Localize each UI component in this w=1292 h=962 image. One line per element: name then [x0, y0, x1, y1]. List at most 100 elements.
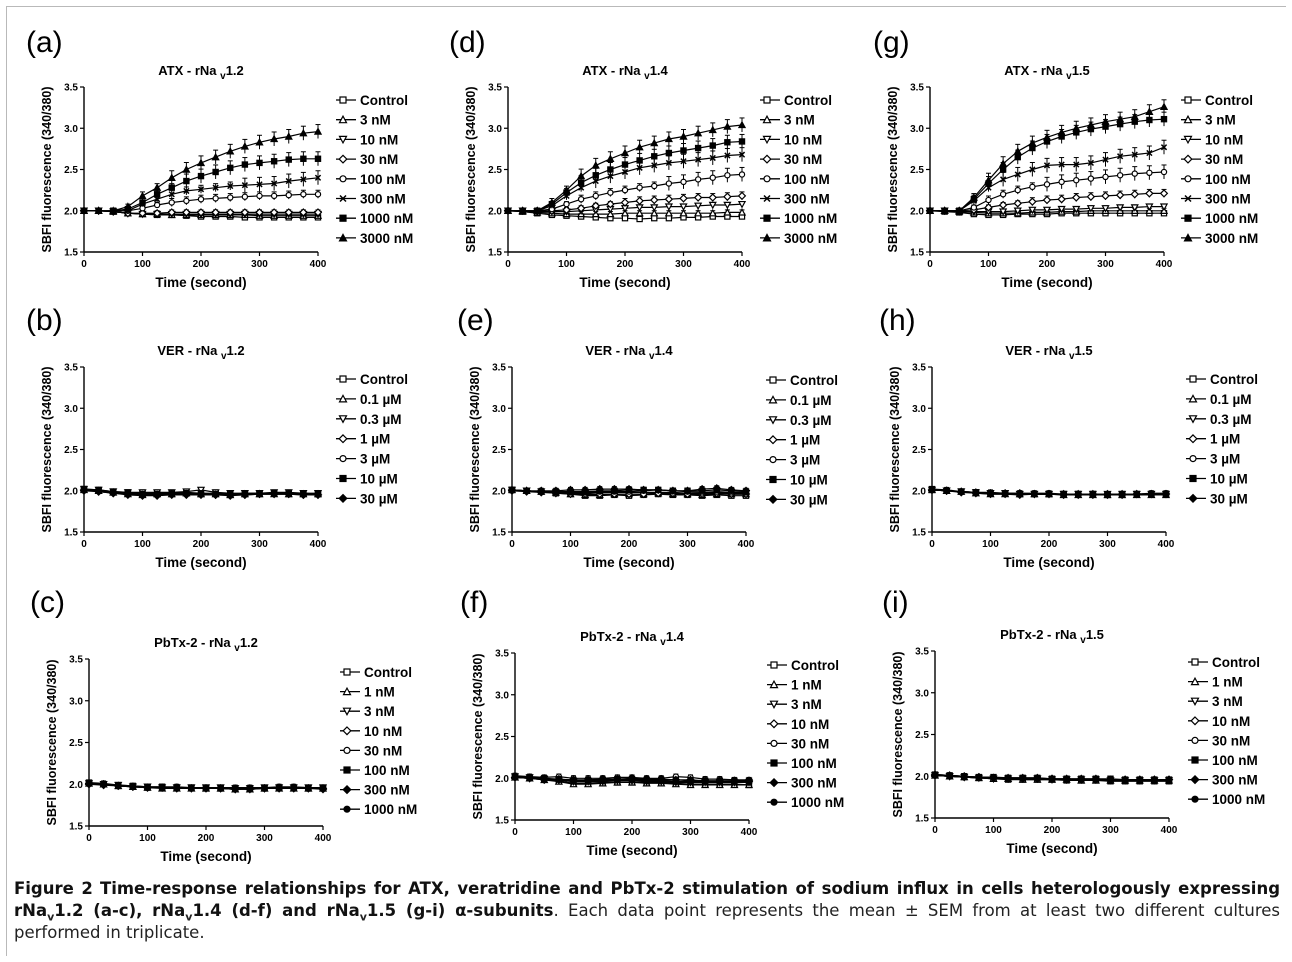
chart-title: PbTx-2 - rNa v1.4	[580, 629, 685, 648]
data-point	[738, 151, 746, 158]
data-point	[580, 485, 590, 495]
data-point	[665, 159, 673, 167]
data-point	[591, 161, 600, 169]
x-tick-label: 0	[509, 539, 515, 550]
legend-entry: 0.1 µM	[336, 392, 402, 407]
data-point	[211, 490, 220, 500]
legend-marker	[770, 739, 778, 748]
y-tick-label: 2.5	[64, 445, 78, 456]
legend-entry: Control	[1188, 655, 1260, 670]
legend-entry: 0.1 µM	[1186, 392, 1252, 407]
data-point	[1116, 204, 1125, 212]
data-point	[196, 489, 206, 499]
data-point	[1042, 195, 1052, 205]
data-point	[1136, 776, 1143, 783]
y-tick-label: 2.5	[912, 445, 926, 456]
x-axis-label: Time (second)	[586, 843, 677, 858]
legend-label: 30 nM	[360, 152, 398, 167]
data-point	[1101, 191, 1110, 201]
panel-label: (h)	[879, 304, 916, 337]
legend-marker	[763, 96, 771, 104]
legend-entry: 300 nM	[336, 192, 406, 207]
chart-title-subscript: v	[644, 71, 650, 82]
data-point	[942, 486, 951, 495]
legend-entry: 300 nM	[760, 192, 830, 207]
legend-entry: 100 nM	[767, 756, 837, 771]
data-point	[109, 206, 118, 214]
data-point	[153, 183, 162, 191]
chart-title-suffix: 1.4	[650, 63, 669, 78]
data-point	[212, 168, 219, 176]
data-point	[1115, 190, 1125, 200]
chart-title-main: VER - rNa	[1005, 343, 1069, 358]
data-point	[731, 779, 738, 786]
data-point	[202, 785, 210, 792]
legend-marker	[1188, 434, 1198, 444]
data-point	[592, 172, 599, 179]
data-point	[650, 204, 659, 212]
data-point	[1160, 168, 1168, 176]
x-tick-label: 0	[932, 825, 938, 836]
caption-title-part2: 1.2 (a-c), rNa	[54, 901, 186, 920]
x-tick-label: 200	[1039, 259, 1056, 270]
data-point	[299, 128, 308, 137]
data-point	[1132, 489, 1141, 499]
y-tick-label: 1.5	[69, 822, 83, 833]
legend-entry: 1000 nM	[767, 795, 844, 810]
legend-entry: 3 nM	[340, 704, 395, 719]
legend-label: 30 nM	[784, 152, 822, 167]
y-tick-label: 1.5	[495, 816, 509, 827]
data-point	[152, 490, 162, 500]
data-point	[712, 484, 721, 493]
chart-panel-7: (c) PbTx-2 - rNa v1.2 1.5 2.0 2.5 3.0 3.5 0 100 2…	[30, 586, 417, 864]
data-point	[599, 777, 606, 784]
legend-entry: 1 nM	[340, 685, 395, 700]
chart-title: VER - rNa v1.4	[585, 343, 673, 362]
data-point-stroke-b	[1014, 171, 1021, 178]
legend-marker	[1184, 214, 1192, 222]
data-point	[624, 484, 634, 494]
legend-marker	[762, 154, 772, 164]
data-point	[1116, 172, 1124, 179]
data-point	[79, 206, 89, 214]
data-point-stroke-b	[1116, 153, 1124, 160]
data-point	[636, 157, 643, 164]
data-point	[738, 171, 746, 178]
series-6	[80, 170, 322, 214]
legend-label: 3 nM	[1205, 113, 1236, 128]
caption-title-part4: 1.5 (g-i) α-subunits	[366, 901, 554, 920]
data-point-stroke-b	[1073, 161, 1080, 168]
caption-sub-1: v	[47, 910, 55, 924]
y-tick-label: 3.0	[912, 404, 926, 415]
data-point	[1063, 776, 1070, 783]
data-point	[1160, 115, 1168, 123]
data-point	[299, 490, 308, 500]
data-point	[305, 785, 312, 792]
legend-label: 0.3 µM	[790, 413, 832, 428]
panel-label: (d)	[449, 26, 486, 59]
data-point	[1103, 489, 1112, 499]
data-point	[129, 783, 137, 790]
data-point	[1028, 138, 1037, 147]
legend-marker	[1189, 375, 1197, 383]
caption-title-part1: Time-response relationships for ATX, ver…	[14, 879, 1281, 920]
legend-label: 100 nM	[364, 763, 410, 778]
legend-entry: 3 nM	[336, 113, 391, 128]
data-point	[621, 168, 629, 176]
data-point	[518, 206, 527, 214]
data-point	[1013, 199, 1022, 208]
legend-label: 10 nM	[1205, 132, 1243, 147]
data-point	[1048, 775, 1056, 782]
data-point	[694, 208, 703, 217]
legend-marker	[338, 493, 348, 504]
data-point	[123, 489, 133, 499]
data-point	[679, 132, 688, 140]
data-point	[651, 153, 658, 160]
legend-marker	[1191, 736, 1199, 745]
legend-label: Control	[360, 93, 408, 108]
legend-entry: 100 nM	[336, 172, 406, 187]
chart-title-suffix: 1.2	[227, 343, 245, 358]
data-point	[182, 489, 191, 499]
x-tick-label: 0	[929, 539, 935, 550]
chart-title-suffix: 1.4	[655, 343, 674, 358]
